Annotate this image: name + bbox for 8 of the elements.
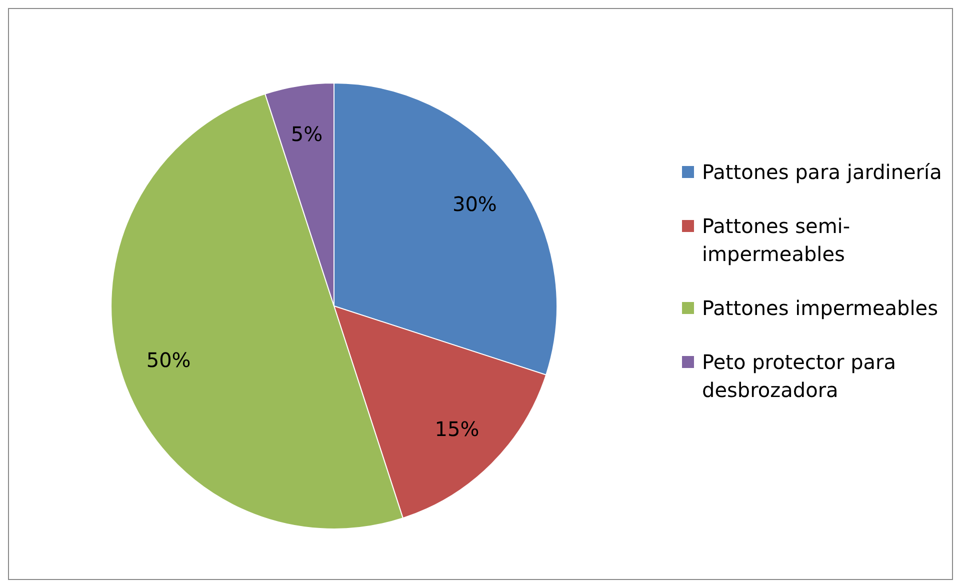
legend-label: Pattones para jardinería [702,159,942,186]
legend-label: Pattones impermeables [702,295,938,322]
data-label: 5% [290,122,323,146]
data-label: 50% [146,348,191,372]
data-label: 15% [434,416,480,441]
data-label: 30% [452,192,497,216]
legend-label: Pattones semi-impermeables [702,213,852,268]
legend-label: Peto protector para desbrozadora [702,349,898,404]
